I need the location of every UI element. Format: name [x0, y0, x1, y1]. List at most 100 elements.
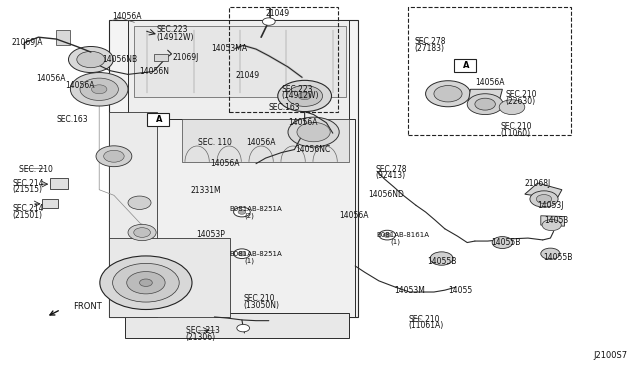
Circle shape — [68, 46, 113, 73]
Circle shape — [434, 86, 462, 102]
Text: SEC.214: SEC.214 — [13, 204, 44, 213]
Text: (22630): (22630) — [506, 97, 536, 106]
Circle shape — [237, 324, 250, 332]
Text: (21306): (21306) — [186, 333, 216, 341]
Text: SEC.223: SEC.223 — [157, 25, 188, 34]
Circle shape — [297, 122, 330, 142]
Circle shape — [426, 81, 470, 107]
Text: (11061A): (11061A) — [408, 321, 444, 330]
Text: (11060): (11060) — [500, 129, 531, 138]
Circle shape — [234, 207, 250, 217]
Text: (13050N): (13050N) — [243, 301, 279, 310]
Circle shape — [92, 85, 107, 94]
Bar — [50, 178, 68, 189]
Text: J2100S7: J2100S7 — [593, 351, 627, 360]
Circle shape — [379, 230, 396, 240]
Text: B081AB-8251A: B081AB-8251A — [229, 251, 282, 257]
Circle shape — [298, 92, 311, 100]
Bar — [154, 54, 168, 61]
Text: 14056A: 14056A — [36, 74, 65, 83]
Text: (14912W): (14912W) — [157, 33, 195, 42]
Text: B081AB-8251A: B081AB-8251A — [229, 206, 282, 212]
Text: SEC. 213: SEC. 213 — [186, 326, 220, 335]
Polygon shape — [182, 119, 349, 162]
Text: 14055: 14055 — [448, 286, 472, 295]
Text: SEC.163: SEC.163 — [56, 115, 88, 124]
Text: SEC.210: SEC.210 — [408, 315, 440, 324]
Polygon shape — [541, 216, 564, 226]
Circle shape — [96, 146, 132, 167]
Circle shape — [128, 224, 156, 241]
Text: (21501): (21501) — [13, 211, 43, 219]
Text: 14056A: 14056A — [65, 81, 95, 90]
Text: 21049: 21049 — [266, 9, 290, 17]
Text: (1): (1) — [390, 238, 401, 245]
Bar — [454, 59, 476, 72]
Text: (14912W): (14912W) — [282, 92, 319, 100]
Text: SEC. 110: SEC. 110 — [198, 138, 232, 147]
Polygon shape — [118, 119, 355, 317]
Circle shape — [238, 251, 246, 256]
Circle shape — [140, 279, 152, 286]
Polygon shape — [128, 20, 349, 119]
Circle shape — [467, 94, 503, 115]
Bar — [56, 30, 70, 45]
Text: FRONT: FRONT — [74, 302, 102, 311]
Circle shape — [238, 210, 246, 214]
Circle shape — [80, 78, 118, 100]
Text: A: A — [156, 115, 162, 124]
Polygon shape — [109, 112, 157, 317]
Text: (21515): (21515) — [13, 185, 43, 194]
Circle shape — [128, 196, 151, 209]
Text: 14056N: 14056N — [140, 67, 170, 76]
Polygon shape — [125, 313, 349, 338]
Text: 14056A: 14056A — [339, 211, 369, 220]
Text: (27183): (27183) — [415, 44, 445, 53]
Text: SEC. 210: SEC. 210 — [19, 165, 53, 174]
Text: SEC.278: SEC.278 — [415, 37, 446, 46]
Circle shape — [530, 191, 558, 207]
Circle shape — [113, 263, 179, 302]
Circle shape — [77, 51, 105, 68]
Text: 14056A: 14056A — [112, 12, 141, 21]
Text: 14056A: 14056A — [246, 138, 276, 147]
Circle shape — [542, 219, 561, 231]
Text: 14053P: 14053P — [196, 230, 225, 239]
Circle shape — [499, 100, 525, 115]
Text: (1): (1) — [244, 257, 255, 264]
Circle shape — [278, 80, 332, 112]
Text: 14056NB: 14056NB — [102, 55, 138, 64]
Text: 21331M: 21331M — [191, 186, 221, 195]
Text: 14056ND: 14056ND — [369, 190, 404, 199]
Bar — [42, 199, 58, 208]
Circle shape — [287, 86, 323, 106]
Text: 14056A: 14056A — [288, 118, 317, 126]
Polygon shape — [134, 26, 346, 97]
Circle shape — [430, 252, 453, 265]
Text: SEC.278: SEC.278 — [375, 165, 406, 174]
Text: 14055B: 14055B — [543, 253, 572, 262]
Circle shape — [541, 248, 560, 259]
Text: 14055B: 14055B — [428, 257, 457, 266]
Text: A: A — [463, 61, 469, 70]
Circle shape — [262, 18, 275, 25]
Text: 14053MA: 14053MA — [211, 44, 247, 53]
Circle shape — [234, 249, 250, 259]
Text: (92413): (92413) — [375, 171, 405, 180]
Circle shape — [475, 98, 495, 110]
Text: 14056A: 14056A — [475, 78, 504, 87]
Circle shape — [127, 272, 165, 294]
Text: SEC.223: SEC.223 — [282, 85, 313, 94]
Text: (2): (2) — [244, 212, 254, 219]
Circle shape — [492, 237, 513, 248]
Bar — [408, 7, 571, 135]
Polygon shape — [109, 238, 230, 317]
Circle shape — [536, 195, 552, 203]
Circle shape — [100, 256, 192, 310]
Bar — [147, 113, 169, 126]
Text: 14053: 14053 — [544, 216, 568, 225]
Text: 14056NC: 14056NC — [296, 145, 331, 154]
Text: SEC.163: SEC.163 — [269, 103, 300, 112]
Polygon shape — [468, 89, 502, 101]
Text: SEC.210: SEC.210 — [500, 122, 532, 131]
